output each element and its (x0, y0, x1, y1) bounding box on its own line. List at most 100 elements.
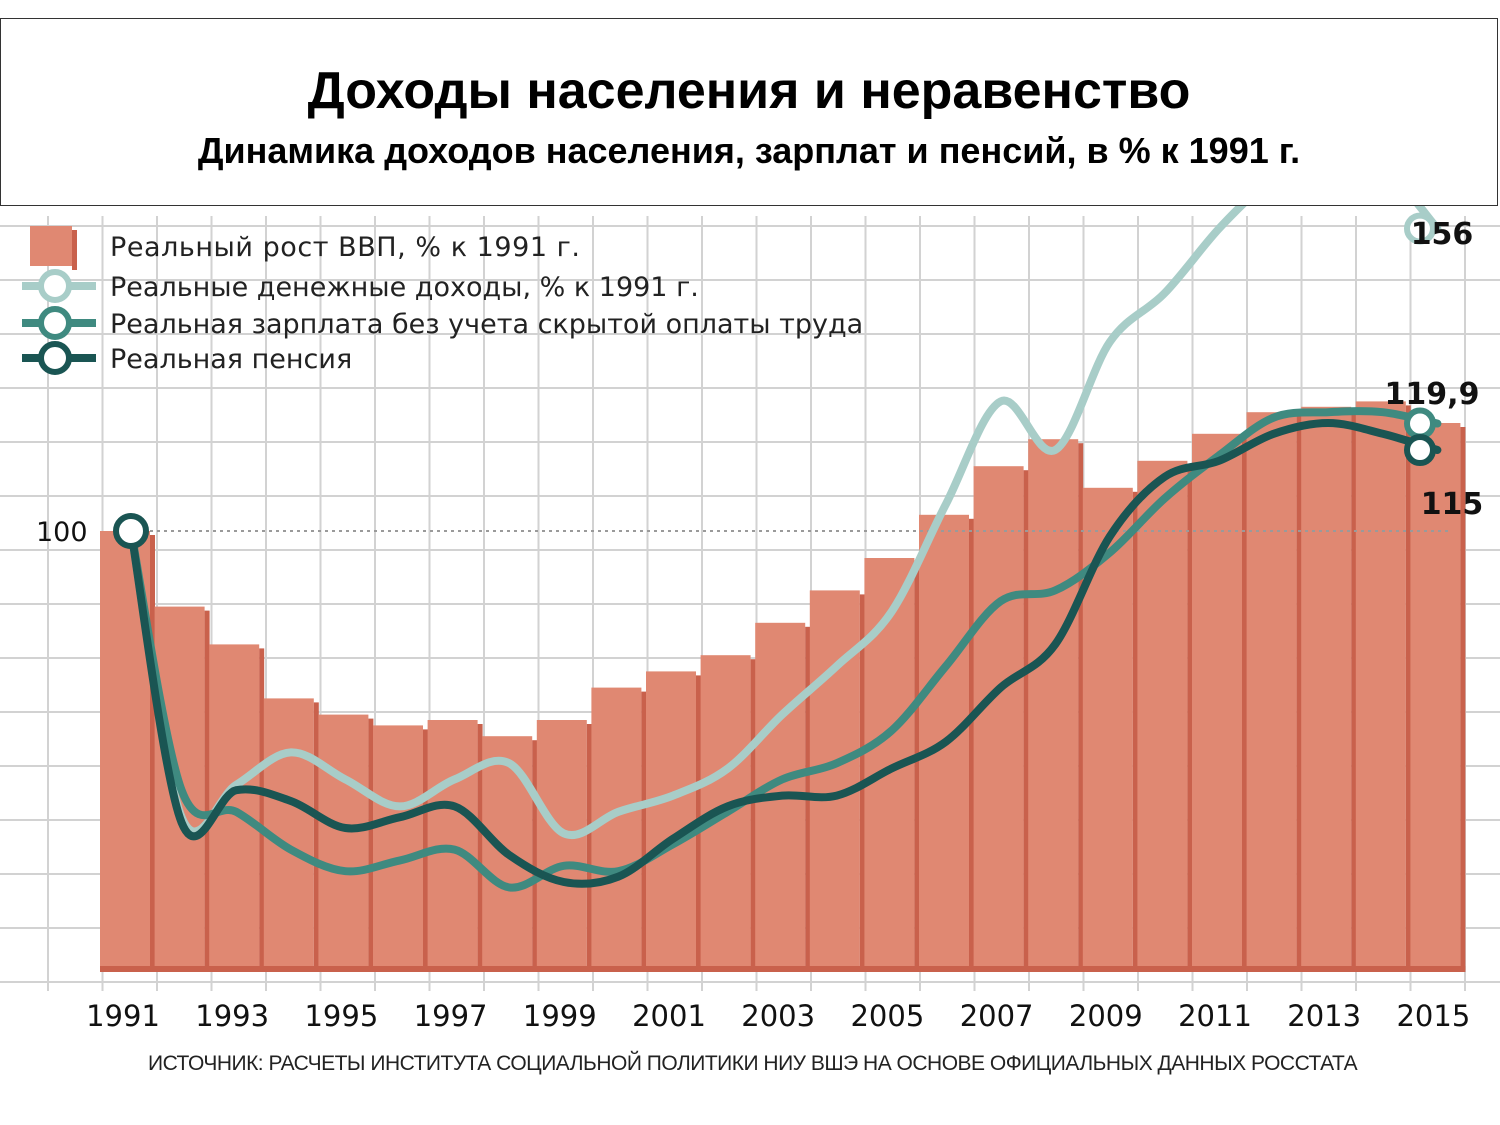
page-subtitle: Динамика доходов населения, зарплат и пе… (197, 130, 1301, 171)
legend-item: Реальная пенсия (22, 341, 352, 375)
legend-swatch-marker (38, 269, 72, 303)
bar-side (586, 724, 592, 970)
bar-side (259, 648, 265, 970)
y-tick-label: 100 (36, 517, 88, 548)
bar (536, 720, 592, 970)
bar (373, 725, 428, 970)
bar-face (1082, 487, 1133, 966)
bar (427, 720, 483, 970)
bar (263, 698, 319, 970)
bar-face (1137, 460, 1188, 966)
x-tick-label: 2013 (1287, 999, 1361, 1033)
bars (100, 401, 1466, 972)
bar-side (150, 535, 155, 970)
bar-face (1410, 423, 1461, 966)
bar-side (1078, 443, 1084, 970)
bar-side (1132, 491, 1138, 970)
bar-side (477, 724, 483, 970)
bar-side (914, 562, 920, 970)
end-value-label: 119,9 (1385, 377, 1480, 412)
bar (973, 466, 1029, 970)
bar-face (1028, 439, 1079, 966)
bar-side (1296, 416, 1302, 970)
bar-base (100, 966, 1466, 972)
bar-face (1355, 401, 1406, 966)
legend-item: Реальные денежные доходы, % к 1991 г. (22, 269, 699, 303)
bar (1028, 439, 1084, 970)
end-value-label: 115 (1421, 487, 1484, 522)
bar-side (750, 659, 756, 970)
legend-label: Реальная зарплата без учета скрытой опла… (110, 309, 863, 340)
bar-side (969, 518, 974, 970)
legend-swatch-bar (30, 226, 72, 266)
y-axis-labels: 100 (36, 517, 88, 548)
bar-face (973, 466, 1024, 966)
x-tick-label: 2015 (1396, 999, 1470, 1033)
x-axis-labels: 1991 1993 1995 1997 1999 2001 2003 2005 2007 2009… (86, 999, 1470, 1033)
bar-side (1023, 470, 1029, 970)
bar (318, 714, 374, 970)
page-title: Доходы населения и неравенство (307, 62, 1191, 120)
x-tick-label: 1993 (195, 999, 269, 1033)
bar-side (1351, 410, 1357, 970)
legend-swatch-marker (38, 341, 72, 375)
x-tick-label: 1995 (304, 999, 378, 1033)
bar-side (1242, 437, 1247, 970)
bar-face (646, 671, 696, 966)
start-marker (113, 513, 149, 549)
bar-side (313, 702, 319, 970)
bar (1082, 487, 1138, 970)
legend: Реальный рост ВВП, % к 1991 г. Реальные д… (22, 226, 863, 375)
legend-swatch-bar-side (72, 230, 77, 270)
bar-side (641, 691, 647, 970)
bar-face (1192, 433, 1242, 966)
end-value-label: 156 (1411, 217, 1474, 252)
bar (591, 687, 647, 970)
bar-face (536, 720, 587, 966)
x-tick-label: 2007 (960, 999, 1034, 1033)
source-note: ИСТОЧНИК: РАСЧЕТЫ ИНСТИТУТА СОЦИАЛЬНОЙ П… (148, 1052, 1358, 1075)
bar-face (427, 720, 478, 966)
x-tick-label: 2005 (850, 999, 924, 1033)
x-tick-label: 2011 (1178, 999, 1252, 1033)
end-markers (113, 212, 1436, 549)
bar-side (1187, 464, 1193, 970)
lines (127, 206, 1442, 892)
bar (1301, 406, 1357, 970)
x-tick-label: 2009 (1069, 999, 1143, 1033)
x-tick-label: 2003 (741, 999, 815, 1033)
bar-side (368, 718, 374, 970)
bar (209, 644, 265, 970)
series-line (127, 419, 1442, 888)
x-tick-label: 1991 (86, 999, 160, 1033)
end-marker (1404, 212, 1436, 245)
bar (1137, 460, 1193, 970)
legend-item: Реальный рост ВВП, % к 1991 г. (30, 226, 580, 270)
bar-face (263, 698, 314, 966)
end-marker (1404, 407, 1436, 440)
bar-face (1246, 412, 1297, 966)
series-line (127, 206, 1442, 839)
x-tick-label: 2001 (632, 999, 706, 1033)
bar (1355, 401, 1411, 970)
legend-label: Реальная пенсия (110, 344, 352, 375)
bar (100, 531, 155, 970)
bar-face (318, 714, 369, 966)
legend-swatch-marker (38, 306, 72, 340)
bar (1410, 423, 1466, 970)
bar-side (532, 740, 538, 970)
legend-label: Реальный рост ВВП, % к 1991 г. (110, 232, 580, 263)
end-value-labels: 156 119,9 115 (1385, 217, 1484, 522)
legend-label: Реальные денежные доходы, % к 1991 г. (110, 272, 699, 303)
legend-item: Реальная зарплата без учета скрытой опла… (22, 306, 863, 340)
bar (1192, 433, 1247, 970)
bar (646, 671, 701, 970)
x-tick-label: 1999 (523, 999, 597, 1033)
bar-face (1301, 406, 1352, 966)
bar-side (1405, 405, 1411, 970)
bar (1246, 412, 1302, 970)
bar-side (1460, 427, 1466, 970)
chart: 100 1991 1993 1995 1997 1999 2001 2003 2005 2007… (0, 206, 1500, 1033)
end-marker (1404, 434, 1436, 466)
bar-side (204, 610, 210, 970)
